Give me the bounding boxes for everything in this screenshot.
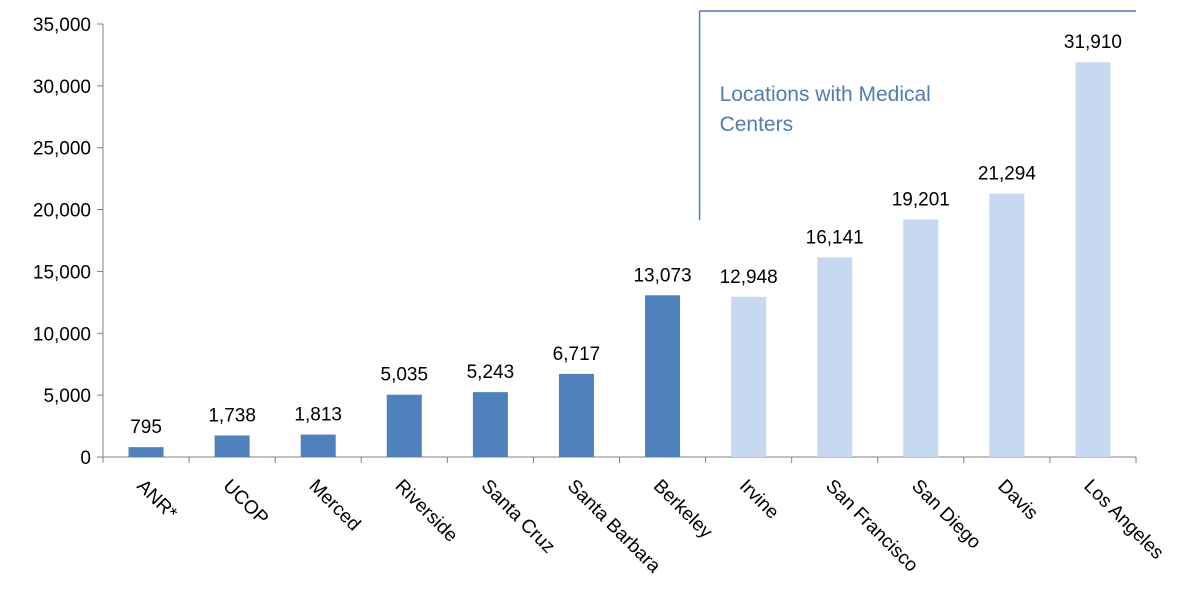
bar <box>731 296 767 457</box>
y-tick-label: 20,000 <box>33 201 91 222</box>
category-label: Los Angeles <box>1079 476 1167 564</box>
bar-value-label: 5,243 <box>467 362 515 383</box>
y-tick-label: 5,000 <box>43 386 91 407</box>
bar-value-label: 16,141 <box>806 227 864 248</box>
annotation-text-line2: Centers <box>720 113 794 136</box>
category-label: Riverside <box>391 476 462 547</box>
bar-value-label: 13,073 <box>633 265 691 286</box>
bar <box>903 219 939 457</box>
category-label: Santa Cruz <box>477 476 559 558</box>
bar-value-label: 795 <box>130 417 162 438</box>
category-label: Merced <box>305 476 365 536</box>
y-tick-label: 0 <box>80 448 91 469</box>
bar <box>989 193 1025 457</box>
bar <box>558 373 594 457</box>
bar-value-label: 6,717 <box>553 344 601 365</box>
category-label: Davis <box>993 476 1041 524</box>
y-tick-label: 30,000 <box>33 77 91 98</box>
bar-value-label: 12,948 <box>720 267 778 288</box>
bar <box>645 295 681 457</box>
bar <box>1075 62 1111 457</box>
bar <box>472 392 508 457</box>
category-label: ANR* <box>133 476 182 525</box>
bars: 795 ANR* 1,738 UCOP 1,813 Merced 5,035 Riversid… <box>128 32 1167 577</box>
category-label: UCOP <box>219 476 273 530</box>
bar-value-label: 1,738 <box>208 405 256 426</box>
bar <box>128 447 164 457</box>
category-label: San Francisco <box>821 476 922 577</box>
bar-value-label: 31,910 <box>1064 32 1122 53</box>
bar-value-label: 5,035 <box>381 365 429 386</box>
annotation-text-line1: Locations with Medical <box>720 83 931 106</box>
bar <box>817 257 853 457</box>
y-tick-label: 35,000 <box>33 15 91 36</box>
y-tick-label: 15,000 <box>33 262 91 283</box>
bar <box>386 394 422 457</box>
bar <box>300 434 336 457</box>
medical-centers-annotation: Locations with Medical Centers <box>698 10 1136 220</box>
category-label: San Diego <box>907 476 985 554</box>
y-tick-label: 25,000 <box>33 139 91 160</box>
category-label: Berkeley <box>649 476 716 543</box>
bar-value-label: 21,294 <box>978 164 1037 185</box>
y-axis: 0 5,000 10,000 15,000 20,000 25,000 30,000 35,0… <box>33 15 104 469</box>
bar-value-label: 19,201 <box>892 189 950 210</box>
bar <box>214 435 250 457</box>
category-label: Irvine <box>735 476 783 524</box>
y-tick-label: 10,000 <box>33 324 91 345</box>
x-axis <box>102 456 1137 463</box>
bar-value-label: 1,813 <box>294 405 342 426</box>
